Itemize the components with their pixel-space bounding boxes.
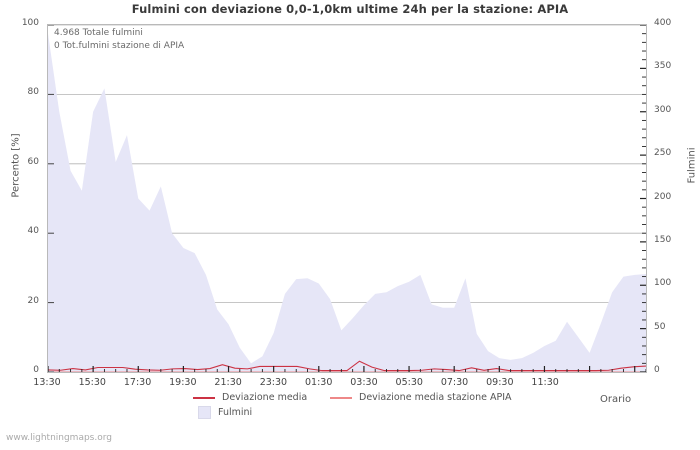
y-axis-right-tick: 300: [654, 104, 672, 115]
x-axis-tick: 03:30: [350, 377, 378, 388]
x-axis-tick: 11:30: [531, 377, 559, 388]
legend-item[interactable]: Fulmini: [193, 406, 252, 419]
y-axis-left-tick: 60: [27, 156, 39, 167]
x-axis-tick: 23:30: [259, 377, 288, 388]
y-axis-right-tick: 150: [654, 234, 672, 245]
legend-item[interactable]: Deviazione media stazione APIA: [330, 392, 512, 403]
x-axis-tick: 05:30: [395, 377, 423, 388]
x-axis-tick: 13:30: [33, 377, 61, 388]
page-title: Fulmini con deviazione 0,0-1,0km ultime …: [131, 2, 569, 16]
y-axis-right-tick: 350: [654, 61, 672, 72]
x-axis-tick: 19:30: [169, 377, 197, 388]
y-axis-right-title: Fulmini: [686, 147, 698, 184]
x-axis-tick: 01:30: [304, 377, 333, 388]
legend-line-swatch: [330, 396, 352, 399]
y-axis-left-title: Percento [%]: [10, 133, 22, 198]
line-series: [48, 360, 646, 372]
legend-item-label: Deviazione media: [222, 392, 308, 403]
y-axis-right-tick: 250: [654, 148, 672, 159]
legend-line-swatch: [193, 396, 215, 399]
y-axis-left-tick: 100: [21, 18, 39, 28]
y-axis-left-tick: 20: [27, 295, 39, 306]
legend-item-label: Fulmini: [218, 407, 253, 418]
y-axis-left-tick: 0: [33, 365, 39, 375]
x-axis-tick: 09:30: [486, 377, 514, 388]
x-axis-title: Orario: [600, 394, 632, 405]
legend-item[interactable]: Deviazione media: [193, 392, 307, 403]
x-axis-tick: 21:30: [214, 377, 242, 388]
legend-item-label: Deviazione media stazione APIA: [359, 392, 512, 403]
y-axis-right-tick: 400: [654, 18, 672, 28]
site-watermark: www.lightningmaps.org: [6, 433, 112, 443]
annotation-station-strikes: 0 Tot.fulmini stazione di APIA: [54, 41, 185, 51]
y-axis-right-tick: 200: [654, 191, 672, 202]
y-axis-right-tick: 50: [654, 321, 666, 332]
y-axis-right-tick: 100: [654, 278, 672, 289]
y-axis-right-tick: 0: [654, 365, 660, 375]
annotation-total-strikes: 4.968 Totale fulmini: [54, 28, 143, 38]
x-axis-tick: 07:30: [440, 377, 469, 388]
y-axis-left-tick: 40: [27, 226, 39, 237]
y-axis-left-tick: 80: [27, 87, 39, 98]
area-series-fulmini: [48, 33, 646, 372]
legend-area-swatch: [198, 406, 211, 419]
x-axis-tick: 17:30: [123, 377, 152, 388]
plot-canvas: [48, 25, 646, 372]
x-axis-tick: 15:30: [78, 377, 106, 388]
plot-area: [47, 24, 647, 373]
